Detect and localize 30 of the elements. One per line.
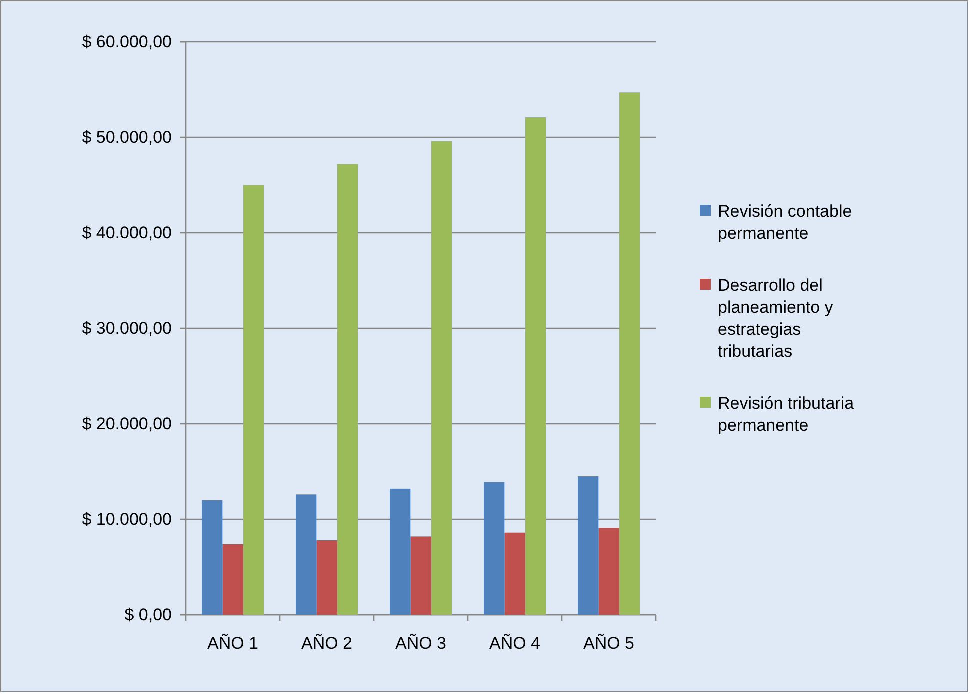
bar (525, 117, 546, 615)
x-tick-label: AÑO 1 (207, 634, 259, 654)
bar (222, 544, 244, 615)
y-tick-label: $ 30.000,00 (82, 318, 172, 338)
x-tick-label: AÑO 2 (301, 634, 353, 654)
bar (202, 500, 223, 615)
bar (504, 532, 526, 615)
legend-label: Desarrollo del planeamiento y estrategias tributarias (718, 276, 834, 361)
y-tick-label: $ 20.000,00 (82, 414, 172, 434)
x-tick-label: AÑO 4 (489, 634, 541, 654)
y-tick-label: $ 40.000,00 (82, 223, 172, 242)
x-tick-label: AÑO 5 (583, 634, 635, 654)
bar (484, 482, 505, 615)
y-tick-label: $ 10.000,00 (82, 510, 172, 529)
y-tick-label: $ 60.000,00 (82, 32, 172, 52)
bar (598, 528, 620, 615)
bar (337, 164, 358, 615)
bar (578, 476, 599, 615)
bar (243, 185, 264, 615)
bar (410, 536, 432, 615)
bar (431, 141, 452, 615)
bar (390, 488, 411, 615)
y-tick-label: $ 0,00 (124, 605, 172, 624)
y-tick-label: $ 50.000,00 (82, 128, 172, 147)
bar (316, 540, 338, 615)
legend-label: Revisión tributaria permanente (718, 394, 855, 435)
legend-label: Revisión contable permanente (718, 202, 852, 243)
bar (619, 92, 640, 615)
bar (296, 494, 317, 615)
x-tick-label: AÑO 3 (395, 634, 447, 654)
